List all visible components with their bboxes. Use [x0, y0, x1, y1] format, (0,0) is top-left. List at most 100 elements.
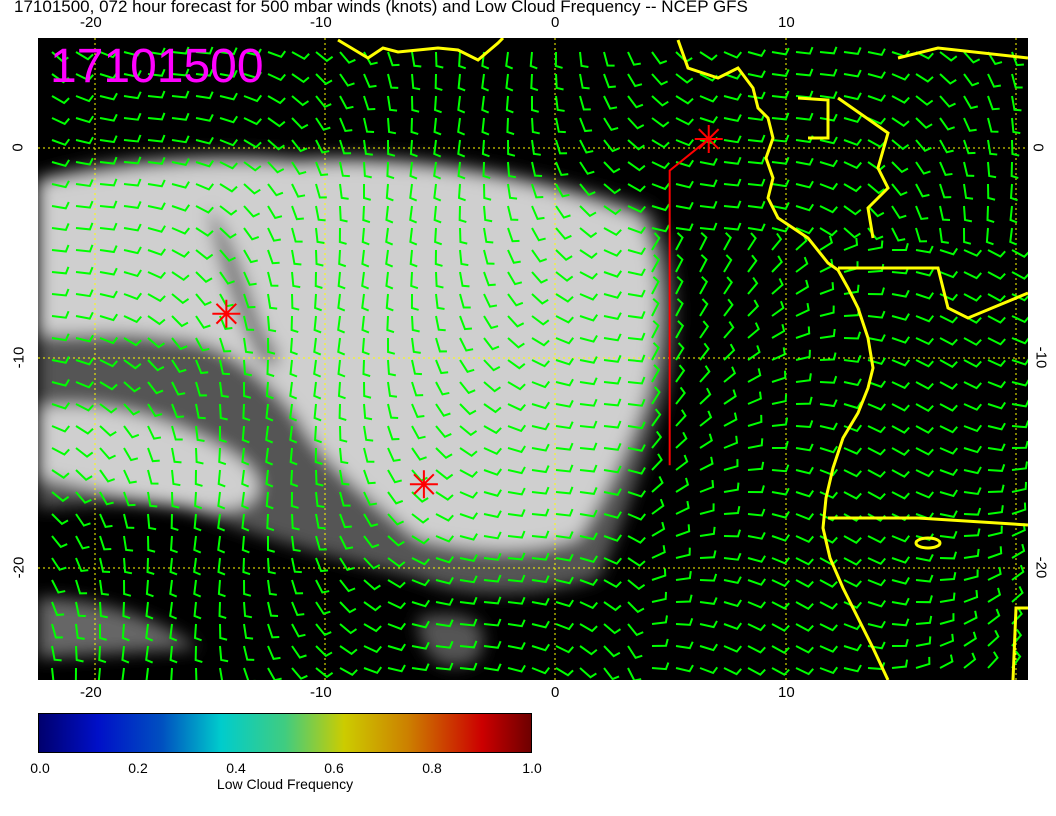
wind-barb [123, 557, 133, 575]
wind-barb [579, 117, 593, 133]
wind-barb [723, 114, 742, 122]
wind-barb [891, 425, 910, 434]
wind-barb [51, 491, 70, 503]
wind-barb [339, 73, 355, 87]
wind-barb [867, 287, 885, 296]
wind-barb [867, 117, 887, 125]
wind-barb [435, 293, 445, 310]
wind-barb [867, 263, 885, 273]
wind-barb [771, 579, 790, 588]
wind-barb [363, 161, 372, 179]
wind-barb [531, 530, 550, 539]
wind-barb [195, 46, 214, 55]
wind-barb [123, 337, 142, 347]
wind-barb [433, 139, 442, 158]
wind-barb [987, 95, 1000, 111]
wind-barb [771, 255, 783, 273]
wind-barb [555, 622, 575, 631]
wind-barb [651, 182, 671, 191]
wind-barb [939, 489, 958, 498]
wind-barb [675, 641, 694, 650]
wind-barb [651, 386, 661, 405]
wind-barb [843, 183, 862, 193]
asterisk-marker [212, 299, 241, 328]
wind-barb [627, 490, 647, 498]
wind-barb [747, 178, 766, 187]
wind-barb [289, 447, 298, 466]
wind-barb [291, 601, 305, 617]
wind-barb [771, 370, 787, 383]
wind-barb [555, 421, 574, 430]
wind-barb [675, 139, 695, 147]
wind-barb [387, 95, 398, 112]
wind-barb [939, 247, 959, 256]
wind-barb [579, 314, 599, 322]
wind-barb [145, 623, 154, 642]
wind-barbs [51, 46, 1028, 680]
wind-barb [915, 139, 932, 152]
wind-barb [267, 271, 279, 287]
wind-barb [75, 266, 94, 275]
wind-barb [771, 47, 790, 56]
wind-barb [219, 315, 233, 330]
wind-barb [1009, 183, 1018, 202]
wind-barb [675, 232, 684, 251]
wind-barb [1011, 117, 1021, 135]
wind-barb [819, 666, 839, 675]
wind-barb [289, 425, 298, 444]
wind-barb [699, 620, 718, 629]
wind-barb [771, 464, 790, 473]
wind-barb [51, 425, 71, 433]
wind-barb [675, 159, 695, 168]
wind-barb [219, 667, 224, 680]
wind-barb [915, 469, 934, 478]
wind-barb [385, 271, 394, 290]
right-lat-tick: -10 [1032, 346, 1050, 369]
wind-barb [483, 271, 496, 287]
wind-barb [891, 359, 911, 367]
wind-barb [315, 73, 333, 86]
wind-barb [195, 271, 213, 284]
wind-barb [819, 468, 839, 477]
wind-barb [795, 349, 811, 361]
wind-barb [243, 601, 253, 619]
wind-barb [531, 643, 551, 652]
wind-barb [219, 249, 236, 262]
wind-barb [435, 51, 444, 69]
wind-barb [241, 513, 250, 532]
wind-barb [243, 623, 254, 640]
wind-barb [1011, 95, 1022, 112]
wind-barb [867, 310, 886, 319]
wind-barb [627, 289, 646, 298]
date-stamp: 17101500 [50, 40, 264, 93]
wind-barb [75, 200, 94, 209]
wind-barb [963, 227, 972, 245]
wind-barb [843, 284, 860, 295]
wind-barb [915, 533, 934, 541]
wind-barb [145, 645, 154, 664]
wind-barb [51, 601, 65, 617]
wind-barb [386, 315, 395, 334]
wind-barb [723, 222, 742, 231]
wind-barb [987, 73, 1002, 88]
wind-barb [75, 425, 94, 435]
wind-barb [723, 135, 742, 144]
wind-barb [819, 227, 838, 237]
wind-barb [265, 425, 274, 444]
wind-barb [723, 645, 743, 653]
wind-barb [579, 356, 598, 364]
wind-barb [267, 293, 278, 310]
wind-barb [555, 337, 575, 345]
wind-barb [459, 293, 471, 309]
wind-barb [99, 92, 118, 101]
wind-barb [627, 139, 645, 151]
wind-barb [435, 271, 444, 289]
wind-barb [723, 412, 738, 427]
wind-barb [843, 469, 862, 478]
map-plot: 17101500 [38, 38, 1028, 680]
wind-barb [315, 227, 325, 245]
wind-barb [363, 535, 380, 549]
wind-barb [819, 352, 837, 361]
wind-barb [266, 359, 275, 378]
wind-barb [579, 645, 598, 656]
